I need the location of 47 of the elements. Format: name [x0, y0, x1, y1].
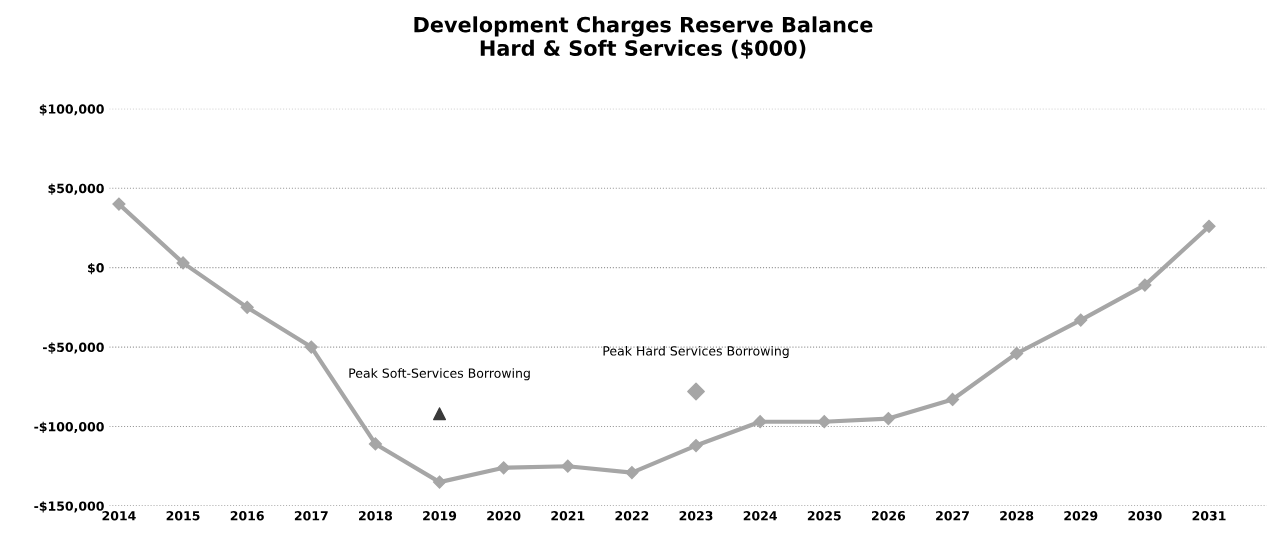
- x-tick-label: 2027: [936, 511, 969, 521]
- y-tick-label: $50,000: [48, 183, 104, 195]
- x-tick-label: 2030: [1128, 511, 1162, 521]
- point: [433, 407, 447, 421]
- point: [625, 465, 639, 480]
- point: [817, 415, 831, 429]
- point: [1138, 278, 1152, 292]
- y-tick-label: $100,000: [39, 104, 104, 116]
- annotation: Peak Hard Services Borrowing: [603, 345, 789, 359]
- point: [1010, 346, 1024, 361]
- point: [1202, 219, 1216, 233]
- x-tick-label: 2026: [871, 511, 906, 521]
- point: [112, 197, 126, 211]
- x-tick-label: 2019: [423, 511, 457, 521]
- point: [561, 459, 575, 473]
- point: [687, 382, 705, 401]
- x-tick-label: 2023: [679, 511, 713, 521]
- chart-title: Development Charges Reserve Balance Hard & Soft Services ($000): [414, 16, 873, 59]
- x-tick-label: 2029: [1064, 511, 1098, 521]
- point: [176, 256, 190, 270]
- x-tick-label: 2017: [294, 511, 328, 521]
- x-tick-label: 2015: [166, 511, 200, 521]
- point: [689, 438, 703, 453]
- x-tick-label: 2031: [1192, 511, 1226, 521]
- x-tick-label: 2022: [615, 511, 649, 521]
- point: [881, 411, 895, 426]
- y-tick-label: -$150,000: [34, 501, 104, 513]
- point: [753, 415, 767, 429]
- x-tick-label: 2014: [102, 511, 136, 521]
- y-tick-label: -$50,000: [43, 342, 104, 354]
- point: [945, 392, 960, 407]
- point: [497, 461, 511, 475]
- annotation: Peak Soft-Services Borrowing: [349, 368, 530, 381]
- point: [304, 340, 318, 354]
- point: [240, 300, 254, 314]
- x-tick-label: 2024: [743, 511, 777, 521]
- x-tick-label: 2028: [1000, 511, 1034, 521]
- y-tick-label: -$100,000: [34, 421, 104, 434]
- point: [1074, 313, 1088, 327]
- x-tick-label: 2021: [551, 511, 585, 521]
- y-tick-label: $0: [88, 262, 104, 275]
- x-tick-label: 2018: [359, 511, 393, 521]
- point: [368, 437, 383, 451]
- x-tick-label: 2020: [487, 511, 521, 521]
- point: [432, 475, 447, 489]
- x-tick-label: 2025: [807, 511, 841, 521]
- x-tick-label: 2016: [230, 511, 264, 521]
